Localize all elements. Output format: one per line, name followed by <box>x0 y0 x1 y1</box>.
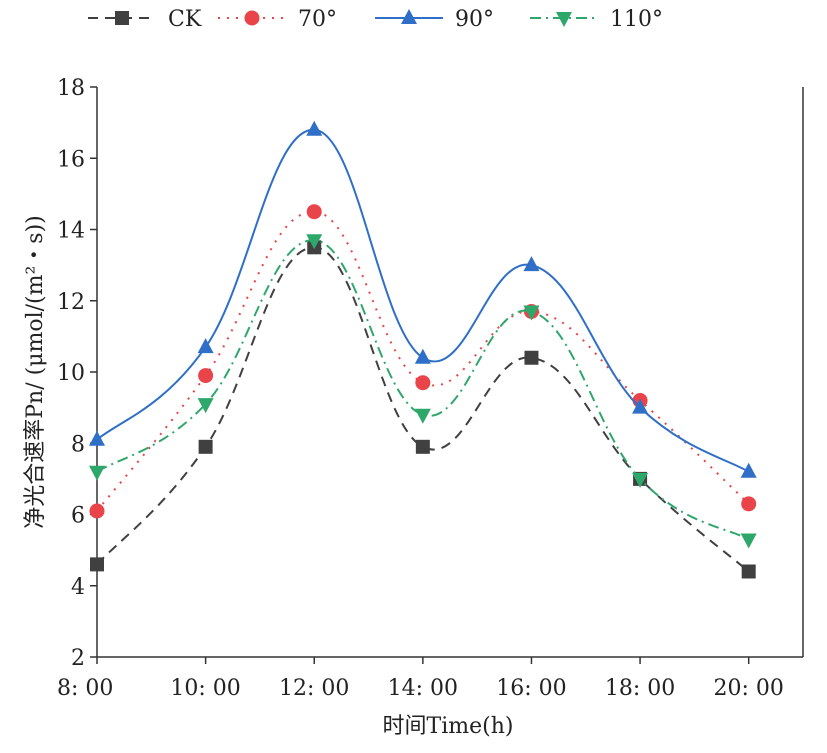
legend: CK 70° 90° 110° <box>88 7 663 32</box>
data-point <box>197 338 214 354</box>
legend-item: CK <box>88 7 202 32</box>
series-110° <box>89 234 757 549</box>
data-point <box>414 408 431 424</box>
y-axis-title: 净光合速率Pn/ (μmol/(m²・s)) <box>23 215 48 529</box>
data-point <box>523 305 540 321</box>
legend-label: 110° <box>610 7 663 32</box>
data-point <box>414 348 431 364</box>
legend-marker <box>244 10 260 26</box>
legend-item: 110° <box>530 7 663 32</box>
data-point <box>740 462 757 478</box>
data-point <box>523 256 540 272</box>
data-point <box>89 430 105 446</box>
series-line <box>96 128 750 473</box>
series-line <box>96 239 750 541</box>
y-tick-label: 14 <box>57 219 85 244</box>
legend-item: 70° <box>218 7 337 32</box>
x-tick-label: 20: 00 <box>713 676 783 701</box>
legend-label: 70° <box>298 7 337 32</box>
axes: 2 4 6 8 10 12 14 16 18 8: 00 10: 00 12: 00 14: 00 16:… <box>57 76 804 701</box>
legend-marker <box>401 9 417 24</box>
x-tick-label: 8: 00 <box>57 676 113 701</box>
y-tick-label: 6 <box>71 504 85 529</box>
y-tick-label: 4 <box>71 575 85 600</box>
data-point <box>306 120 323 136</box>
y-tick-label: 16 <box>57 147 85 172</box>
data-point <box>306 204 322 220</box>
y-tick-label: 2 <box>71 646 85 671</box>
data-point <box>89 503 105 519</box>
data-point <box>198 439 213 454</box>
series-layer <box>89 120 757 579</box>
legend-marker <box>115 11 129 25</box>
x-tick-label: 14: 00 <box>388 676 458 701</box>
data-point <box>632 398 649 414</box>
data-point <box>306 234 323 250</box>
x-tick-label: 12: 00 <box>279 676 349 701</box>
x-tick-label: 16: 00 <box>496 676 566 701</box>
data-point <box>740 533 757 549</box>
data-point <box>741 496 757 512</box>
legend-item: 90° <box>375 7 494 32</box>
y-tick-label: 10 <box>57 361 85 386</box>
data-point <box>415 375 431 391</box>
data-point <box>89 465 105 481</box>
series-90° <box>89 120 757 478</box>
data-point <box>415 439 430 454</box>
legend-label: 90° <box>455 7 494 32</box>
legend-label: CK <box>168 7 202 32</box>
data-point <box>198 368 214 384</box>
legend-marker <box>556 12 572 27</box>
x-tick-label: 10: 00 <box>170 676 240 701</box>
y-tick-label: 18 <box>57 76 85 101</box>
data-point <box>197 398 214 414</box>
y-tick-label: 12 <box>57 290 85 315</box>
data-point <box>741 564 756 579</box>
data-point <box>632 472 649 488</box>
series-line <box>96 246 750 573</box>
y-tick-label: 8 <box>71 432 85 457</box>
data-point <box>524 350 539 365</box>
x-axis-title: 时间Time(h) <box>383 714 514 739</box>
x-tick-label: 18: 00 <box>605 676 675 701</box>
data-point <box>90 557 104 572</box>
